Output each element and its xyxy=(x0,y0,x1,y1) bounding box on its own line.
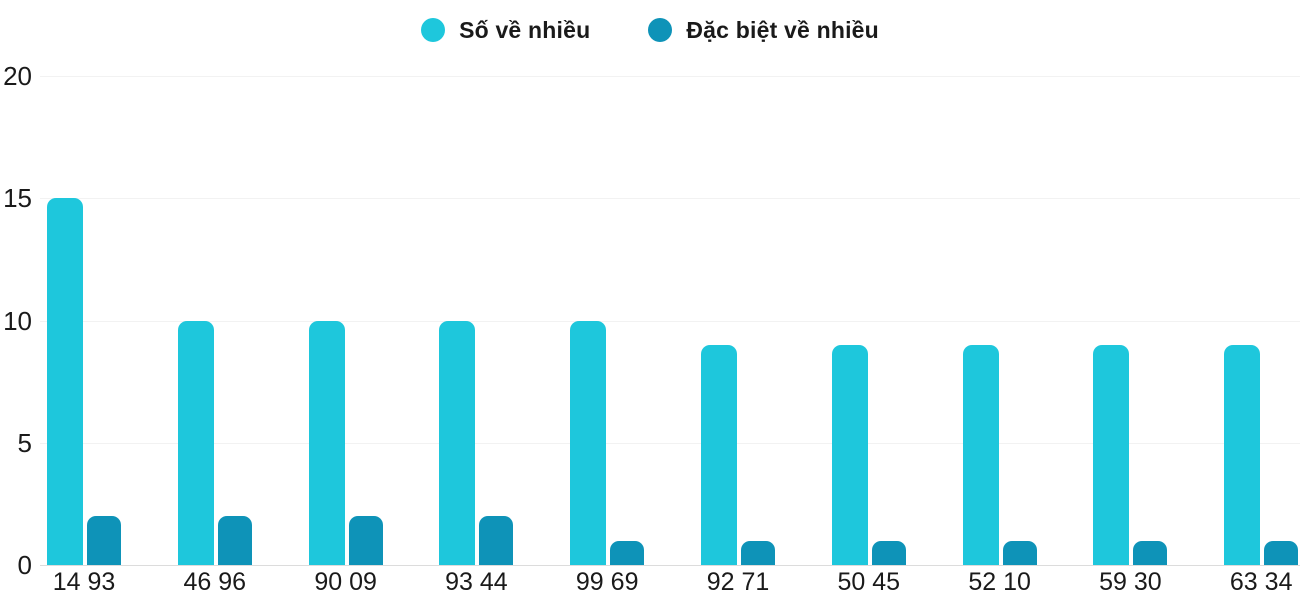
y-tick-label: 20 xyxy=(3,61,32,91)
x-tick-label: 52 10 xyxy=(968,568,1031,596)
legend-label: Số về nhiều xyxy=(459,16,591,43)
y-tick-label: 10 xyxy=(3,305,32,336)
bar-so-ve-nhieu xyxy=(1224,344,1261,565)
gridline xyxy=(40,320,1300,322)
x-tick-label: 90 09 xyxy=(314,568,377,596)
x-tick-label: 93 44 xyxy=(445,568,508,596)
bar-so-ve-nhieu xyxy=(831,344,868,565)
bar-dac-biet-ve-nhieu xyxy=(479,516,514,565)
gridline xyxy=(40,565,1300,566)
gridline xyxy=(40,76,1300,77)
x-tick-label: 46 96 xyxy=(183,568,247,596)
legend: Số về nhiều Đặc biệt về nhiều xyxy=(0,12,1300,48)
bar-dac-biet-ve-nhieu xyxy=(1133,540,1168,565)
bar-so-ve-nhieu xyxy=(962,344,999,565)
bar-dac-biet-ve-nhieu xyxy=(871,540,906,565)
x-tick-label: 14 93 xyxy=(52,568,116,596)
bar-so-ve-nhieu xyxy=(570,320,607,565)
legend-swatch-icon xyxy=(421,18,446,42)
bar-dac-biet-ve-nhieu xyxy=(1002,540,1037,565)
legend-item-dac-biet-ve-nhieu[interactable]: Đặc biệt về nhiều xyxy=(648,17,879,44)
x-tick-label: 59 30 xyxy=(1099,568,1162,596)
bar-dac-biet-ve-nhieu xyxy=(348,516,383,565)
bar-so-ve-nhieu xyxy=(439,320,476,565)
gridline xyxy=(40,198,1300,200)
x-tick-label: 50 45 xyxy=(837,568,901,596)
bar-dac-biet-ve-nhieu xyxy=(1264,540,1299,565)
bar-dac-biet-ve-nhieu xyxy=(87,516,121,565)
x-tick-label: 63 34 xyxy=(1229,568,1293,596)
plot-area: 20 15 10 5 0 xyxy=(0,63,1300,578)
bar-so-ve-nhieu xyxy=(1093,344,1130,565)
bar-so-ve-nhieu xyxy=(308,320,345,565)
bar-dac-biet-ve-nhieu xyxy=(741,540,775,565)
bar-dac-biet-ve-nhieu xyxy=(217,516,252,565)
y-tick-label: 0 xyxy=(17,550,32,580)
bar-so-ve-nhieu xyxy=(47,198,83,565)
bar-dac-biet-ve-nhieu xyxy=(610,540,645,565)
y-tick-label: 5 xyxy=(17,427,32,458)
legend-label: Đặc biệt về nhiều xyxy=(686,16,879,43)
x-tick-label: 92 71 xyxy=(706,568,770,596)
legend-swatch-icon xyxy=(648,18,673,42)
bar-so-ve-nhieu xyxy=(701,344,737,565)
y-tick-label: 15 xyxy=(3,183,32,214)
x-tick-label: 99 69 xyxy=(575,568,639,596)
legend-item-so-ve-nhieu[interactable]: Số về nhiều xyxy=(421,17,590,44)
gridline xyxy=(40,442,1300,444)
x-axis: 14 93 46 96 90 09 93 44 99 69 92 71 50 45 52 10… xyxy=(0,568,1300,598)
bar-so-ve-nhieu xyxy=(177,320,214,565)
